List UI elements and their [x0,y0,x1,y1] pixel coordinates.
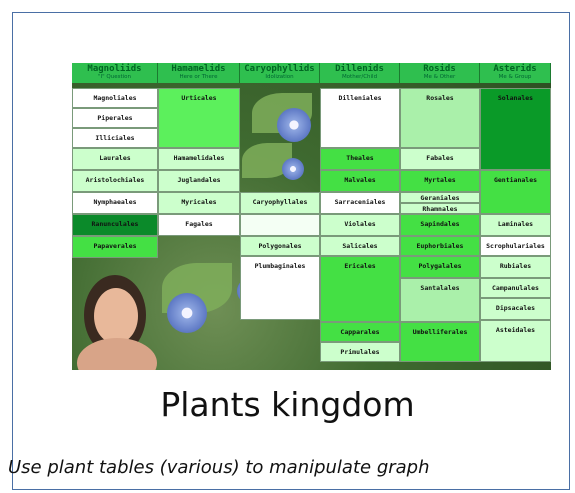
plant-order-cell: Violales [320,214,400,236]
plant-order-cell: Scrophulariales [480,236,551,256]
plant-order-cell: Dipsacales [480,298,551,320]
plant-order-cell: Santalales [400,278,480,322]
plant-order-cell: Rubiales [480,256,551,278]
flower [167,293,207,333]
face [94,288,138,344]
plant-order-cell: Salicales [320,236,400,256]
plant-order-cell: Gentianales [480,170,551,214]
column-name: Rosids [400,64,479,74]
plant-order-cell: Juglandales [158,170,240,192]
plant-order-cell: Solanales [480,88,551,170]
column-name: Magnoliids [72,64,157,74]
plant-order-cell: Fagales [158,214,240,236]
plant-order-cell: Hamamelidales [158,148,240,170]
plant-order-cell: Fabales [400,148,480,170]
plant-order-cell: Primulales [320,342,400,362]
plant-order-cell: Piperales [72,108,158,128]
plant-order-cell: Sarraceniales [320,192,400,214]
column-name: Dillenids [320,64,399,74]
plant-order-cell: Myrtales [400,170,480,192]
column-name: Caryophyllids [240,64,319,74]
flower [282,158,304,180]
column-subtitle: Me & Group [480,74,550,80]
flower [277,108,311,142]
column-subtitle: Idolization [240,74,319,80]
column-subtitle: Me & Other [400,74,479,80]
plant-order-cell: Sapindales [400,214,480,236]
blank-cell [240,214,320,236]
plant-order-cell: Euphorbiales [400,236,480,256]
plant-order-cell: Rosales [400,88,480,148]
plant-order-cell: Polygalales [400,256,480,278]
caption: Use plant tables (various) to manipulate… [8,457,430,478]
plant-order-cell: Aristolochiales [72,170,158,192]
slide: {"grid":{"columns":[ {"name":"Magnoliids… [0,0,575,493]
plant-order-cell: Geraniales [400,192,480,203]
plant-order-cell: Malvales [320,170,400,192]
plant-order-cell: Nymphaeales [72,192,158,214]
column-subtitle: Mother/Child [320,74,399,80]
plant-order-cell: Ericales [320,256,400,322]
shoulders [77,338,157,370]
plant-order-cell: Ranunculales [72,214,158,236]
column-subtitle: Here or There [158,74,239,80]
plant-order-cell: Dilleniales [320,88,400,148]
plant-order-cell: Theales [320,148,400,170]
plant-order-cell: Laminales [480,214,551,236]
plant-order-cell: Urticales [158,88,240,148]
plant-order-cell: Illiciales [72,128,158,148]
plant-order-cell: Campanulales [480,278,551,298]
column-name: Asterids [480,64,550,74]
plant-order-cell: Umbelliferales [400,322,480,362]
column-subtitle: "I" Question [72,74,157,80]
plant-order-cell: Polygonales [240,236,320,256]
plant-order-cell: Caryophyllales [240,192,320,214]
plant-order-cell: Rhamnales [400,203,480,214]
plant-order-cell: Plumbaginales [240,256,320,320]
plant-order-cell: Papaverales [72,236,158,258]
plant-order-cell: Myricales [158,192,240,214]
plant-order-cell: Asteidales [480,320,551,362]
title: Plants kingdom [0,385,575,424]
plant-order-cell: Laurales [72,148,158,170]
column-header: Magnoliids"I" Question [72,63,158,83]
plant-order-cell: Magnoliales [72,88,158,108]
column-name: Hamamelids [158,64,239,74]
plant-order-cell: Capparales [320,322,400,342]
